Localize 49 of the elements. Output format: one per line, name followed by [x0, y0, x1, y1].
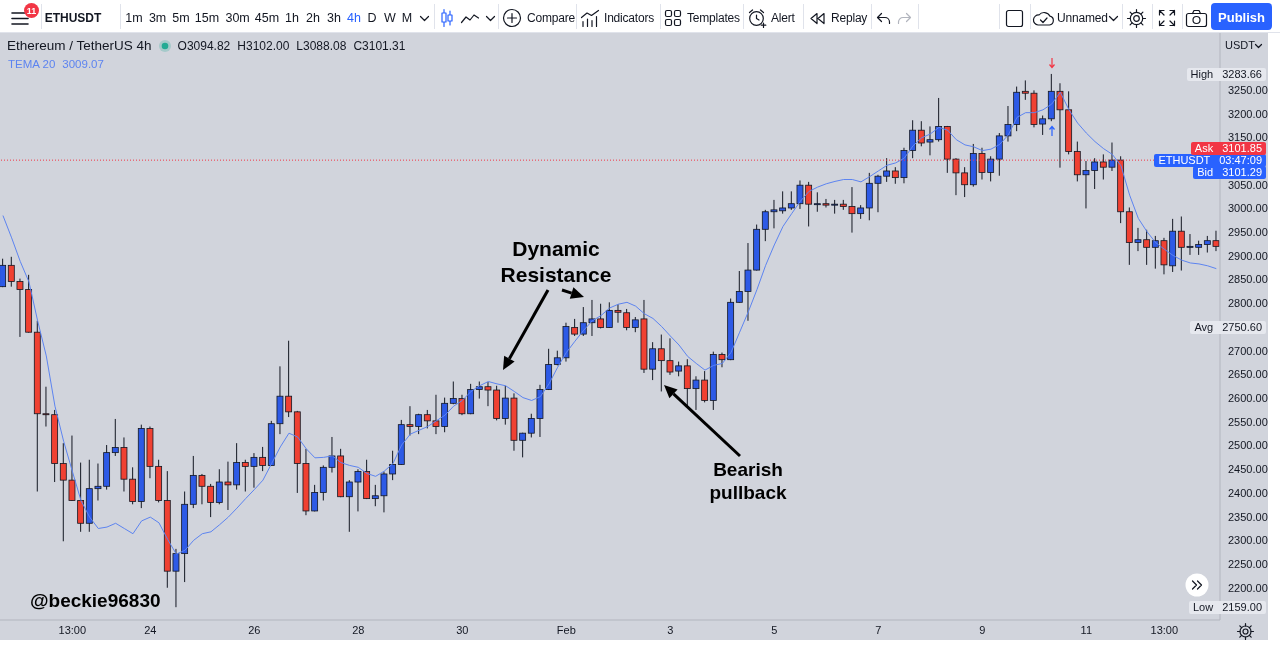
x-tick-label: 30 [456, 623, 469, 636]
x-tick-label: 11 [1080, 623, 1093, 636]
x-tick-label: 13:00 [1150, 623, 1179, 636]
candlestick [909, 119, 917, 159]
y-tick-label: 2850.00 [1228, 273, 1268, 286]
y-tick-label: 2250.00 [1228, 557, 1268, 570]
y-tick-label: 2200.00 [1228, 581, 1268, 594]
text: USDT [1225, 37, 1255, 53]
y-tick-label: 2350.00 [1228, 510, 1268, 523]
annotation: Bearish pullback [708, 458, 788, 504]
y-tick-label: 3250.00 [1228, 83, 1268, 96]
toolbar: 11 ETHUSDT 1m 3m 5m 15m 30m 45m 1h 2h 3h 4h D W M Compare Indicators Templates Alert Replay Unnamed Publish [0, 0, 1280, 33]
y-tick-label: 2700.00 [1228, 344, 1268, 357]
annotation: O3094.82 [177, 38, 231, 54]
y-tick-label: 2900.00 [1228, 249, 1268, 262]
y-tick-label: 3200.00 [1228, 107, 1268, 120]
badge: 11 [24, 3, 39, 18]
y-tick-label: 2600.00 [1228, 392, 1268, 404]
annotation: H3102.00 [237, 38, 290, 54]
annotation: L3088.08 [296, 38, 347, 54]
annotation: @beckie96830 [30, 590, 161, 612]
price-tag: Low 2159.00 [1189, 601, 1266, 614]
y-tick-label: 3050.00 [1228, 178, 1268, 191]
y-tick-label: 2300.00 [1228, 534, 1268, 547]
y-tick-label: 2500.00 [1228, 439, 1268, 452]
x-tick-label: 7 [875, 623, 882, 636]
candlestick [0, 258, 7, 288]
x-tick-label: 13:00 [58, 623, 87, 636]
x-tick-label: 24 [144, 623, 157, 636]
x-tick-label: 5 [771, 623, 778, 636]
y-tick-label: 2800.00 [1228, 297, 1268, 310]
y-tick-label: 2550.00 [1228, 415, 1268, 428]
x-tick-label: 28 [352, 623, 365, 636]
y-tick-label: 3000.00 [1228, 202, 1268, 215]
button: Publish [1211, 3, 1272, 30]
x-tick-label: 3 [667, 623, 674, 636]
x-tick-label: 9 [979, 623, 986, 636]
annotation: Dynamic Resistance [499, 236, 613, 288]
annotation: C3101.31 [353, 38, 406, 54]
y-tick-label: 2950.00 [1228, 226, 1268, 239]
x-tick-label: 26 [248, 623, 261, 636]
text: TEMA 20 [8, 57, 56, 72]
y-tick-label: 2450.00 [1228, 463, 1268, 476]
chart-title: Ethereum / TetherUS 4h [7, 38, 152, 54]
y-tick-label: 2400.00 [1228, 486, 1268, 499]
annotation: 3009.07 [62, 57, 104, 72]
x-tick-label: Feb [556, 623, 576, 636]
y-tick-label: 3150.00 [1228, 131, 1268, 144]
y-tick-label: 2650.00 [1228, 368, 1268, 381]
